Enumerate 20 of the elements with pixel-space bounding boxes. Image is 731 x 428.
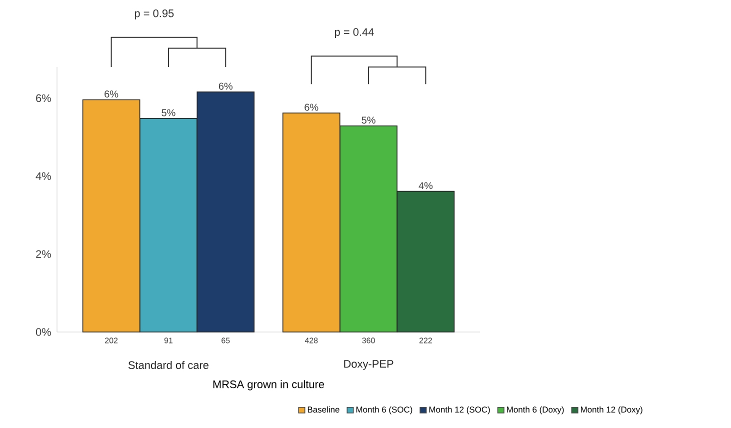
data-label: 5% [162,109,176,116]
data-label: 6% [304,104,318,111]
legend-label: Month 12 (SOC) [429,406,490,414]
data-label: 5% [362,116,376,124]
y-tick-label: 2% [36,250,51,258]
legend-label: Month 6 (Doxy) [507,406,564,414]
text: Doxy-PEP [344,360,394,370]
data-label: 4% [418,182,433,190]
data-label: 6% [104,90,118,98]
text: Standard of care [128,360,208,370]
x-axis-title: MRSA grown in culture [213,380,324,390]
y-tick-label: 6% [36,94,51,102]
text: p = 0.44 [334,28,374,38]
legend-label: Baseline [308,406,340,413]
y-tick-label: 4% [36,172,51,180]
text: p = 0.95 [134,9,174,20]
legend-label: Month 6 (SOC) [356,406,412,414]
y-tick-label: 0% [36,328,51,336]
legend-label: Month 12 (Doxy) [580,406,642,414]
data-label: 6% [218,82,232,90]
